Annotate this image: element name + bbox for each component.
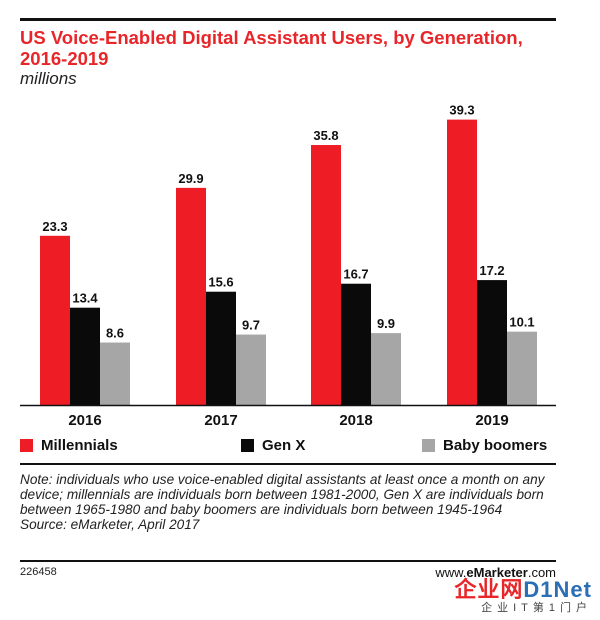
- bar-baby-boomers-2019: [507, 331, 537, 405]
- data-label: 15.6: [208, 275, 233, 290]
- footnote: Note: individuals who use voice-enabled …: [20, 472, 560, 532]
- bar-baby-boomers-2017: [236, 334, 266, 405]
- legend-label: Gen X: [262, 437, 306, 454]
- data-label: 35.8: [313, 128, 338, 143]
- data-label: 29.9: [178, 171, 203, 186]
- bar-gen-x-2016: [70, 307, 100, 405]
- data-label: 13.4: [72, 291, 98, 306]
- data-label: 39.3: [449, 103, 474, 118]
- bar-gen-x-2017: [206, 291, 236, 405]
- watermark-logo: 企业网D1Net 企业IT第1门户: [454, 578, 592, 615]
- note-text: Note: individuals who use voice-enabled …: [20, 472, 545, 517]
- legend-swatch-millennials: [20, 439, 33, 452]
- bottom-rule: [20, 560, 556, 562]
- x-tick-label: 2019: [475, 412, 508, 429]
- x-tick-label: 2018: [339, 412, 372, 429]
- x-tick-label: 2016: [68, 412, 101, 429]
- source-text: Source: eMarketer, April 2017: [20, 517, 200, 532]
- bar-millennials-2016: [40, 235, 70, 405]
- brand-name: eMarketer: [466, 565, 528, 580]
- bar-millennials-2017: [176, 187, 206, 405]
- legend-item-baby-boomers: Baby boomers: [422, 437, 547, 454]
- legend-item-millennials: Millennials: [20, 437, 118, 454]
- legend-swatch-gen-x: [241, 439, 254, 452]
- brand-suffix: .com: [527, 565, 556, 580]
- x-tick-label: 2017: [204, 412, 237, 429]
- brand-link[interactable]: www.eMarketer.com: [435, 565, 556, 580]
- data-label: 9.7: [242, 318, 260, 333]
- chart-subtitle: millions: [20, 69, 77, 88]
- data-label: 9.9: [377, 316, 395, 331]
- bar-gen-x-2018: [341, 283, 371, 405]
- watermark-text-a: 企业网: [454, 577, 524, 602]
- legend-label: Baby boomers: [443, 437, 548, 454]
- data-label: 8.6: [106, 326, 124, 341]
- bar-baby-boomers-2016: [100, 342, 130, 405]
- legend-label: Millennials: [41, 437, 118, 454]
- bar-chart: 23.3 13.4 8.6 2016 29.9 15.6 9.7 2017 35.8 16.7 9.…: [20, 103, 556, 429]
- title-rule: [20, 18, 556, 21]
- brand-prefix: www.: [435, 565, 467, 580]
- data-label: 23.3: [42, 219, 67, 234]
- data-label: 16.7: [343, 267, 368, 282]
- bar-millennials-2018: [311, 145, 341, 405]
- chart-id: 226458: [20, 566, 57, 578]
- data-label: 17.2: [479, 263, 504, 278]
- watermark-text-b: D1Net: [523, 577, 592, 602]
- bar-millennials-2019: [447, 119, 477, 405]
- footer-rule: [20, 463, 556, 465]
- bar-gen-x-2019: [477, 280, 507, 405]
- bar-baby-boomers-2018: [371, 333, 401, 405]
- watermark-tagline: 企业IT第1门户: [481, 602, 592, 614]
- legend: Millennials Gen X Baby boomers: [20, 437, 560, 457]
- chart-title: US Voice-Enabled Digital Assistant Users…: [20, 27, 523, 69]
- legend-swatch-baby-boomers: [422, 439, 435, 452]
- data-label: 10.1: [509, 315, 534, 330]
- legend-item-gen-x: Gen X: [241, 437, 305, 454]
